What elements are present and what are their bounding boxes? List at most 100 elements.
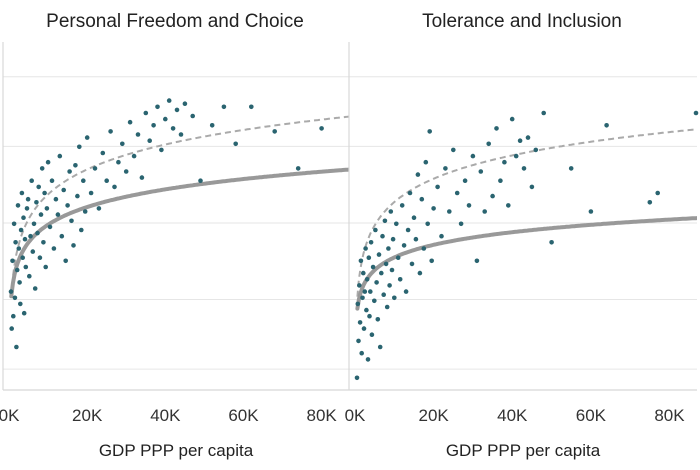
data-point bbox=[190, 113, 195, 119]
data-point bbox=[20, 255, 26, 260]
data-point bbox=[45, 159, 51, 165]
data-point bbox=[44, 206, 50, 211]
data-point bbox=[42, 190, 47, 196]
x-tick-label: 20K bbox=[418, 406, 449, 425]
data-point bbox=[18, 227, 24, 233]
data-point bbox=[407, 190, 413, 196]
data-point bbox=[123, 169, 129, 174]
data-point bbox=[100, 150, 106, 156]
data-point bbox=[509, 116, 515, 122]
data-point bbox=[693, 110, 699, 116]
data-point bbox=[381, 292, 387, 298]
x-tick-label: 0K bbox=[345, 406, 366, 425]
data-point bbox=[10, 258, 15, 264]
panel-title: Personal Freedom and Choice bbox=[46, 11, 304, 32]
data-point bbox=[16, 246, 22, 251]
data-point bbox=[81, 178, 86, 183]
data-point bbox=[413, 236, 419, 242]
x-tick-label: 80K bbox=[307, 406, 338, 425]
data-point bbox=[354, 375, 360, 381]
data-point bbox=[529, 184, 535, 190]
data-point bbox=[166, 98, 172, 103]
data-point bbox=[462, 178, 468, 183]
data-point bbox=[401, 243, 407, 248]
data-point bbox=[533, 147, 539, 153]
x-tick-label: 40K bbox=[150, 406, 181, 425]
data-point bbox=[419, 196, 425, 202]
data-point bbox=[379, 270, 384, 276]
data-point bbox=[120, 141, 125, 147]
data-point bbox=[431, 206, 436, 211]
data-point bbox=[18, 301, 23, 307]
data-point bbox=[454, 190, 460, 196]
data-point bbox=[170, 126, 176, 131]
data-point bbox=[249, 104, 254, 110]
data-point bbox=[14, 344, 19, 350]
data-point bbox=[374, 280, 379, 285]
data-point bbox=[147, 138, 152, 143]
data-point bbox=[369, 332, 375, 338]
data-point bbox=[112, 184, 117, 190]
data-point bbox=[389, 267, 395, 273]
data-point bbox=[63, 258, 68, 264]
data-point bbox=[14, 267, 20, 273]
data-point bbox=[466, 203, 472, 208]
data-point bbox=[15, 203, 21, 208]
data-point bbox=[364, 307, 369, 313]
data-point bbox=[198, 178, 203, 183]
data-point bbox=[363, 246, 368, 251]
chart-panel-2: Tolerance and Inclusion 0K 20K 40K 60K 80K GDP… bbox=[345, 11, 699, 460]
data-point bbox=[356, 338, 361, 344]
data-point bbox=[131, 153, 137, 159]
trend-line-dashed bbox=[10, 115, 349, 296]
data-point bbox=[51, 246, 57, 251]
data-point bbox=[382, 218, 388, 224]
data-point bbox=[28, 233, 33, 239]
data-point bbox=[221, 104, 227, 110]
data-point bbox=[380, 233, 385, 239]
data-point bbox=[11, 221, 17, 227]
data-point bbox=[384, 304, 390, 310]
data-point bbox=[365, 357, 371, 362]
data-point bbox=[429, 258, 435, 264]
x-tick-label: 60K bbox=[228, 406, 259, 425]
data-point bbox=[409, 261, 415, 267]
data-point bbox=[360, 295, 365, 301]
data-point bbox=[387, 283, 392, 288]
data-point bbox=[67, 169, 72, 174]
data-point bbox=[359, 350, 365, 356]
data-point bbox=[59, 233, 65, 239]
data-point bbox=[427, 129, 433, 134]
data-point bbox=[127, 119, 133, 125]
data-point bbox=[57, 153, 63, 159]
trend-line-dashed bbox=[356, 128, 697, 297]
data-point bbox=[435, 184, 440, 190]
data-point bbox=[443, 166, 448, 171]
data-point bbox=[77, 144, 82, 150]
x-tick-label: 0K bbox=[0, 406, 20, 425]
data-point bbox=[22, 236, 28, 242]
data-point bbox=[41, 240, 46, 245]
data-point bbox=[394, 221, 399, 227]
data-point bbox=[521, 166, 527, 171]
data-point bbox=[55, 212, 61, 217]
data-point bbox=[376, 252, 382, 257]
data-point bbox=[30, 249, 36, 254]
data-point bbox=[233, 141, 238, 147]
trend-line-solid bbox=[355, 216, 697, 311]
data-point bbox=[38, 212, 44, 217]
data-point bbox=[25, 196, 31, 202]
data-point bbox=[417, 270, 423, 276]
data-point bbox=[364, 277, 370, 282]
data-point bbox=[549, 240, 554, 245]
data-point bbox=[486, 141, 492, 147]
data-point bbox=[366, 255, 372, 260]
data-point bbox=[174, 107, 180, 113]
data-point bbox=[368, 289, 373, 294]
data-point bbox=[8, 289, 14, 294]
data-point bbox=[178, 132, 184, 137]
data-point bbox=[372, 298, 377, 304]
data-point bbox=[27, 273, 32, 279]
x-tick-label: 20K bbox=[72, 406, 103, 425]
